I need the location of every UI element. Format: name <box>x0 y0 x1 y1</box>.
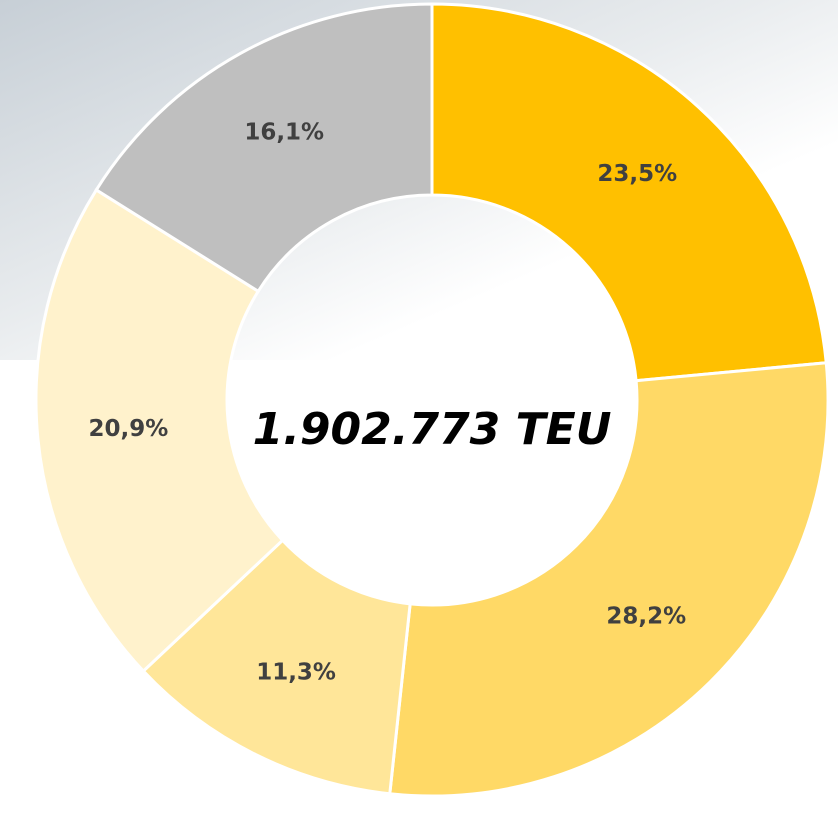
slice <box>388 361 830 798</box>
value-label: 23,5% <box>597 161 677 187</box>
value-label: 20,9% <box>89 416 169 442</box>
slices <box>34 2 830 798</box>
slice <box>34 187 285 674</box>
value-label: 11,3% <box>256 660 336 686</box>
value-label: 16,1% <box>244 120 324 146</box>
center-label: 1.902.773 TEU <box>253 404 612 455</box>
value-label: 28,2% <box>606 604 686 630</box>
slice <box>430 2 828 383</box>
slice <box>94 2 434 294</box>
